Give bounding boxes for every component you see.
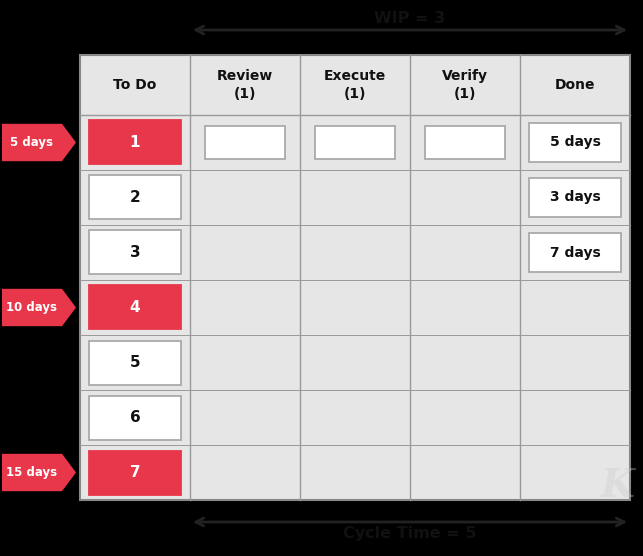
Text: 10 days: 10 days xyxy=(6,301,57,314)
Bar xyxy=(529,178,621,217)
Text: 15 days: 15 days xyxy=(6,466,58,479)
Text: 4: 4 xyxy=(130,300,140,315)
Bar xyxy=(89,121,181,165)
Bar xyxy=(426,126,505,159)
Text: 3: 3 xyxy=(130,245,140,260)
Bar xyxy=(205,126,285,159)
Text: Cycle Time = 5: Cycle Time = 5 xyxy=(343,526,476,541)
Text: Done: Done xyxy=(555,78,595,92)
Text: Review
(1): Review (1) xyxy=(217,70,273,101)
Text: 5 days: 5 days xyxy=(550,136,601,150)
Text: Execute
(1): Execute (1) xyxy=(324,70,386,101)
Text: 5 days: 5 days xyxy=(10,136,53,149)
Text: Verify
(1): Verify (1) xyxy=(442,70,488,101)
Text: 6: 6 xyxy=(130,410,140,425)
Text: K: K xyxy=(601,467,635,505)
Bar xyxy=(89,450,181,494)
Text: 3 days: 3 days xyxy=(550,191,601,205)
Bar xyxy=(89,340,181,385)
Bar xyxy=(89,231,181,275)
Text: 7 days: 7 days xyxy=(550,246,601,260)
Polygon shape xyxy=(2,289,76,326)
Polygon shape xyxy=(2,124,76,161)
Text: WIP = 3: WIP = 3 xyxy=(374,11,446,26)
Text: To Do: To Do xyxy=(113,78,157,92)
Polygon shape xyxy=(2,454,76,491)
Bar xyxy=(89,395,181,439)
Text: 7: 7 xyxy=(130,465,140,480)
Text: 2: 2 xyxy=(130,190,140,205)
Bar xyxy=(80,55,630,500)
Bar xyxy=(316,126,395,159)
Bar xyxy=(529,233,621,272)
Text: 5: 5 xyxy=(130,355,140,370)
Text: 1: 1 xyxy=(130,135,140,150)
Bar xyxy=(89,285,181,330)
Bar xyxy=(89,176,181,220)
Bar xyxy=(529,123,621,162)
